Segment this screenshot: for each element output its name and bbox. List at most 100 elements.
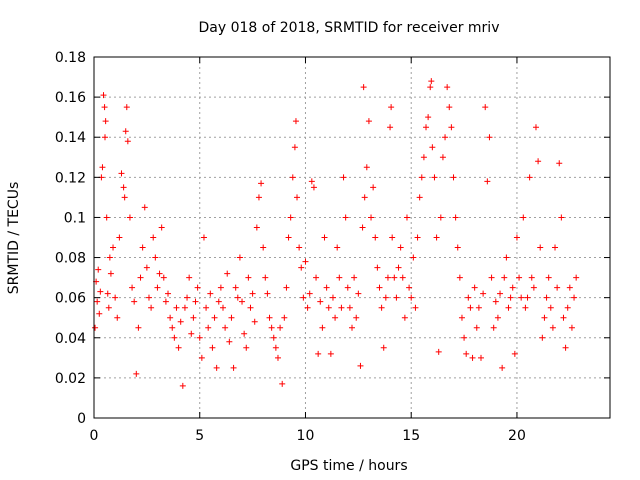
data-point	[205, 324, 212, 331]
data-point	[403, 214, 410, 221]
data-point	[300, 294, 307, 301]
data-point	[279, 380, 286, 387]
data-point	[439, 154, 446, 161]
data-point	[558, 214, 565, 221]
data-point	[469, 354, 476, 361]
data-point	[167, 314, 174, 321]
data-point	[444, 84, 451, 91]
data-point	[361, 194, 368, 201]
data-point	[232, 284, 239, 291]
data-point	[511, 350, 518, 357]
data-point	[99, 164, 106, 171]
data-point	[96, 310, 103, 317]
data-point	[143, 264, 150, 271]
data-point	[302, 258, 309, 265]
data-point	[241, 330, 248, 337]
data-point	[427, 84, 434, 91]
data-point	[435, 348, 442, 355]
data-point	[120, 184, 127, 191]
data-point	[378, 304, 385, 311]
data-point	[122, 128, 129, 135]
chart-title: Day 018 of 2018, SRMTID for receiver mri…	[199, 20, 500, 36]
data-point	[437, 214, 444, 221]
data-point	[321, 234, 328, 241]
x-tick-label: 15	[402, 428, 420, 444]
data-point	[281, 314, 288, 321]
data-point	[467, 304, 474, 311]
data-point	[448, 124, 455, 131]
data-point	[349, 324, 355, 331]
data-point	[346, 304, 353, 311]
data-point	[573, 274, 580, 281]
data-point	[420, 154, 427, 161]
data-point	[376, 284, 383, 291]
data-point	[270, 334, 277, 341]
data-point	[456, 274, 463, 281]
data-point	[158, 224, 165, 231]
data-point	[156, 270, 163, 277]
data-point	[391, 274, 398, 281]
data-point	[123, 104, 130, 111]
data-point	[497, 290, 504, 297]
data-point	[262, 274, 269, 281]
data-point	[329, 294, 336, 301]
data-point	[94, 298, 101, 305]
data-point	[541, 314, 548, 321]
data-point	[285, 234, 292, 241]
data-point	[274, 354, 281, 361]
data-point	[100, 92, 107, 99]
data-point	[101, 104, 108, 111]
data-point	[389, 234, 396, 241]
data-point	[478, 354, 484, 361]
x-tick-label: 20	[508, 428, 526, 444]
data-point	[374, 264, 381, 271]
data-point	[520, 214, 527, 221]
data-point	[528, 274, 535, 281]
data-point	[325, 304, 332, 311]
data-point	[425, 114, 432, 121]
data-point	[319, 324, 326, 331]
data-point	[247, 304, 254, 311]
data-point	[116, 234, 123, 241]
data-point	[433, 234, 440, 241]
data-point	[556, 160, 563, 167]
data-point	[431, 174, 438, 181]
x-tick-label: 5	[195, 428, 204, 444]
data-point	[450, 174, 457, 181]
data-point	[513, 234, 520, 241]
y-tick-label: 0.1	[64, 210, 86, 226]
data-point	[340, 174, 347, 181]
data-point	[213, 364, 220, 371]
data-point	[332, 314, 339, 321]
data-point	[169, 324, 176, 331]
data-point	[397, 244, 404, 251]
data-point	[175, 344, 182, 351]
data-point	[245, 274, 252, 281]
data-point	[243, 344, 250, 351]
x-tick-label: 10	[297, 428, 315, 444]
data-point	[530, 284, 537, 291]
data-point	[179, 382, 186, 389]
data-point	[357, 362, 364, 369]
y-tick-label: 0.04	[55, 331, 86, 347]
data-point	[423, 124, 430, 131]
data-point	[260, 244, 267, 251]
data-point	[137, 274, 144, 281]
data-point	[554, 284, 561, 291]
data-point	[452, 214, 459, 221]
data-point	[215, 298, 222, 305]
data-point	[516, 274, 523, 281]
data-point	[475, 304, 482, 311]
data-point	[200, 234, 207, 241]
data-point	[106, 254, 113, 261]
data-point	[547, 304, 554, 311]
data-point	[313, 274, 320, 281]
data-point	[198, 354, 205, 361]
data-point	[363, 164, 370, 171]
data-point	[160, 274, 167, 281]
y-tick-label: 0.16	[55, 90, 86, 106]
data-point	[505, 304, 512, 311]
data-point	[283, 284, 290, 291]
data-point	[484, 178, 491, 185]
data-point	[552, 244, 559, 251]
